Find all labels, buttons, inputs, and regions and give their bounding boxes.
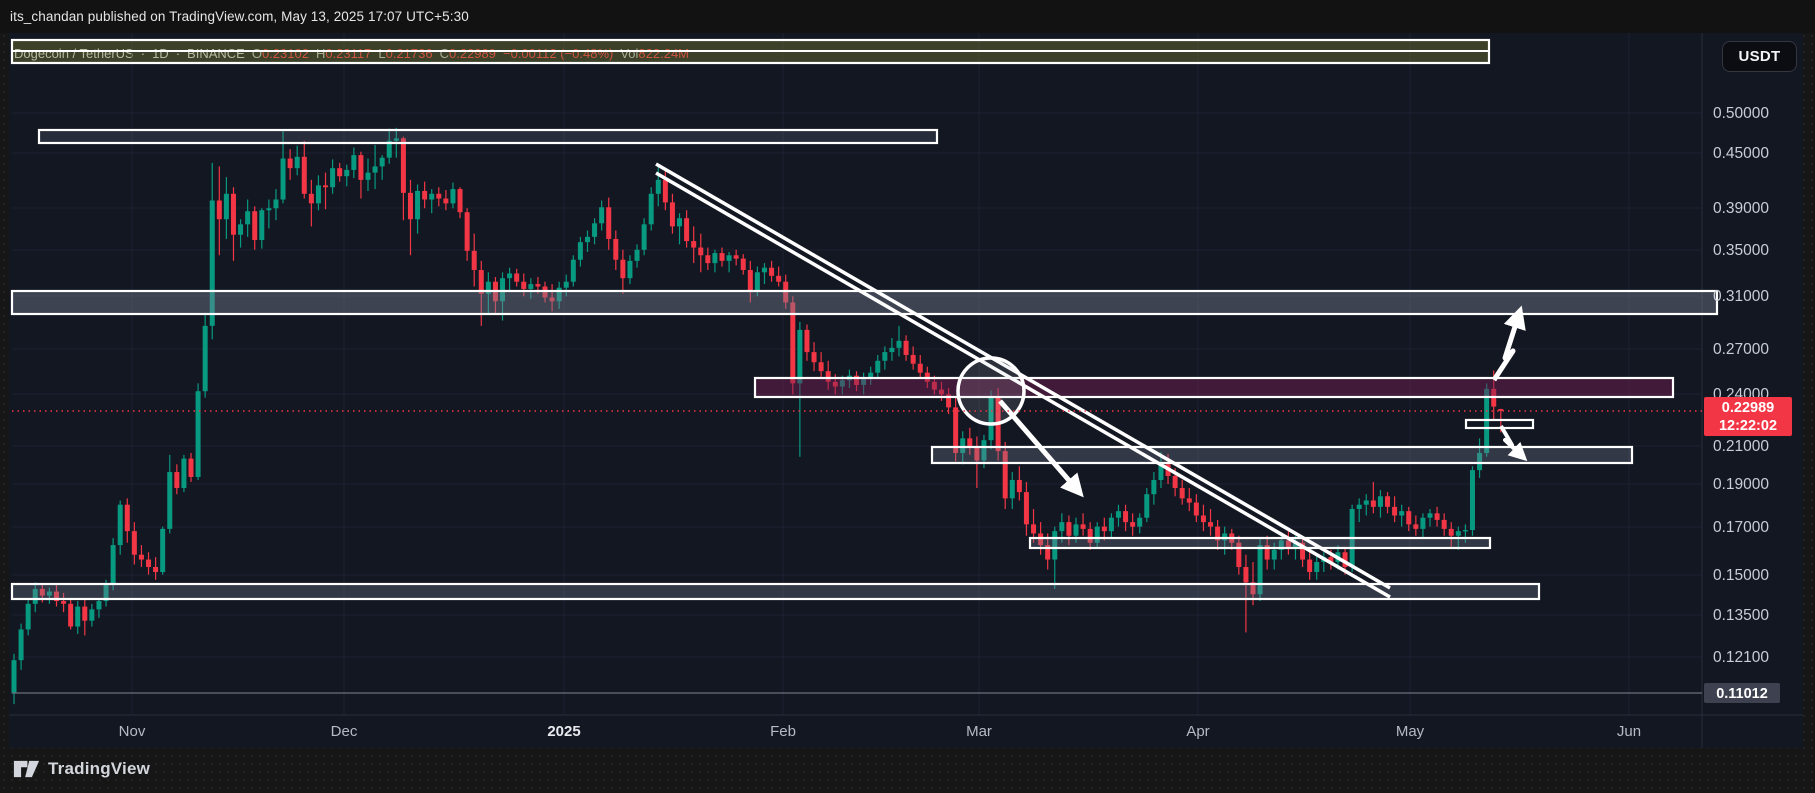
legend-separator: ·	[175, 45, 181, 61]
currency-toggle-button[interactable]: USDT	[1722, 41, 1797, 72]
symbol-title[interactable]: Dogecoin / TetherUS	[14, 45, 134, 61]
chart-panel[interactable]	[9, 33, 1803, 748]
ohlc-low: L0.21736	[378, 45, 433, 61]
tradingview-footer-link[interactable]: TradingView	[13, 757, 150, 781]
ohlc-open: O0.23102	[251, 45, 309, 61]
change-value: −0.00112 (−0.48%)	[503, 45, 614, 61]
legend-separator: ·	[140, 45, 146, 61]
attribution-bar: its_chandan published on TradingView.com…	[0, 0, 1815, 33]
chart-legend: Dogecoin / TetherUS · 1D · BINANCE O0.23…	[14, 45, 689, 61]
attribution-text: its_chandan published on TradingView.com…	[10, 9, 469, 24]
timeframe-label[interactable]: 1D	[152, 45, 169, 61]
tradingview-brand-text: TradingView	[48, 759, 151, 778]
ohlc-high: H0.23117	[315, 45, 372, 61]
exchange-label: BINANCE	[187, 45, 245, 61]
ohlc-close: C0.22989	[439, 45, 496, 61]
tradingview-logo-icon	[13, 760, 40, 778]
volume-readout: Vol822.24M	[620, 45, 690, 61]
